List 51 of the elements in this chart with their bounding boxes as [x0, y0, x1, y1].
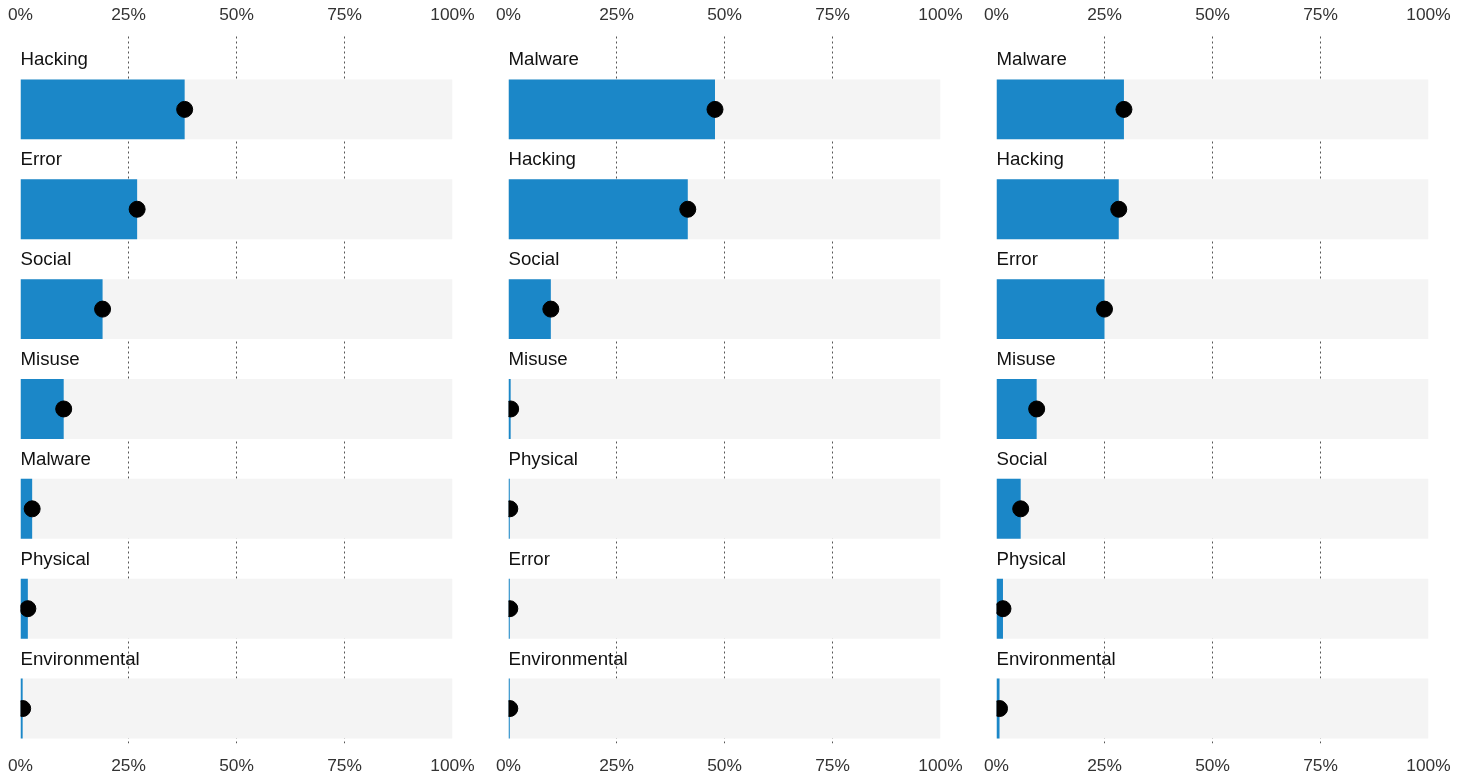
y-tick-label: Error [20, 148, 62, 170]
x-tick-label: 25% [599, 754, 634, 775]
y-tick-label: Hacking [508, 148, 576, 170]
x2-tick-label: 25% [111, 3, 146, 24]
y-tick-label: Misuse [20, 348, 80, 370]
x2-tick-label: 75% [327, 3, 362, 24]
x-tick-label: 75% [1303, 754, 1338, 775]
x2-tick-label: 100% [918, 3, 963, 24]
x-tick-label: 0% [495, 754, 522, 775]
x-tick-label: 25% [111, 754, 146, 775]
x-tick-label: 50% [1195, 754, 1230, 775]
x2-tick-label: 0% [7, 3, 34, 24]
x-tick-label: 75% [327, 754, 362, 775]
y-tick-label: Physical [996, 547, 1066, 569]
y-tick-label: Malware [20, 447, 91, 469]
x-tick-label: 25% [1087, 754, 1122, 775]
y-tick-label: Environmental [508, 647, 628, 669]
y-tick-label: Social [996, 447, 1048, 469]
y-tick-label: Malware [996, 48, 1067, 70]
y-tick-label: Social [508, 248, 560, 270]
x-tick-label: 75% [815, 754, 850, 775]
x2-tick-label: 100% [1406, 3, 1451, 24]
y-tick-label: Error [996, 248, 1038, 270]
x2-tick-label: 75% [815, 3, 850, 24]
x2-tick-label: 50% [219, 3, 254, 24]
y-tick-label: Misuse [508, 348, 568, 370]
x2-tick-label: 0% [495, 3, 522, 24]
y-tick-label: Environmental [996, 647, 1116, 669]
x-tick-label: 0% [983, 754, 1010, 775]
x-tick-label: 100% [1406, 754, 1451, 775]
x2-tick-label: 50% [707, 3, 742, 24]
x2-tick-label: 25% [1087, 3, 1122, 24]
x2-tick-label: 100% [430, 3, 475, 24]
x-tick-label: 50% [707, 754, 742, 775]
y-tick-label: Misuse [996, 348, 1056, 370]
x-tick-label: 50% [219, 754, 254, 775]
x2-tick-label: 75% [1303, 3, 1338, 24]
x-tick-label: 0% [7, 754, 34, 775]
x-tick-label: 100% [918, 754, 963, 775]
y-tick-label: Error [508, 547, 550, 569]
y-tick-label: Environmental [20, 647, 140, 669]
x2-tick-label: 0% [983, 3, 1010, 24]
y-tick-label: Malware [508, 48, 579, 70]
x2-tick-label: 50% [1195, 3, 1230, 24]
y-tick-label: Hacking [996, 148, 1064, 170]
y-tick-label: Physical [508, 447, 578, 469]
y-tick-label: Physical [20, 547, 90, 569]
y-tick-label: Hacking [20, 48, 88, 70]
x-tick-label: 100% [430, 754, 475, 775]
x2-tick-label: 25% [599, 3, 634, 24]
y-tick-label: Social [20, 248, 72, 270]
